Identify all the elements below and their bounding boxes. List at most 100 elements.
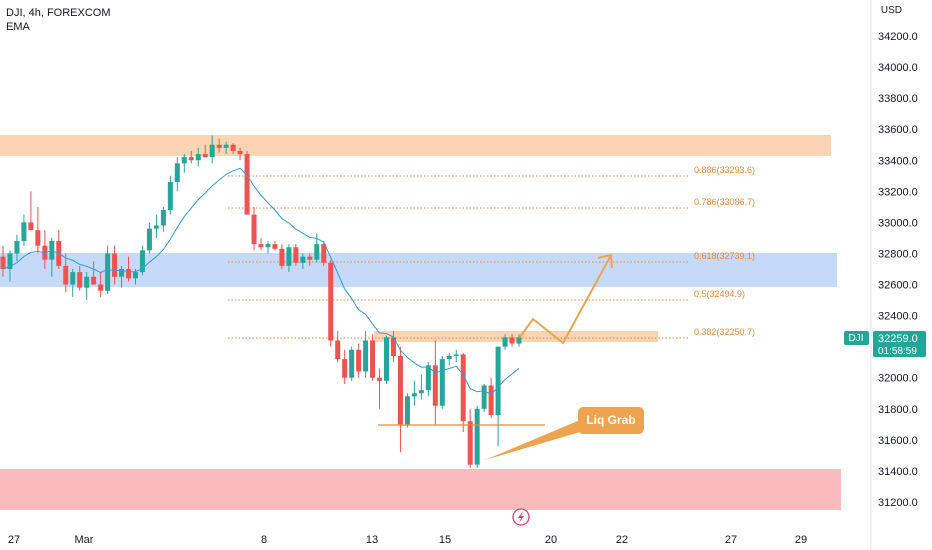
candle-body — [335, 340, 341, 360]
candle-body — [188, 157, 194, 161]
supply-zone-top — [0, 135, 831, 156]
candle-body — [132, 272, 138, 279]
price-tick-label: 33000.0 — [878, 217, 918, 229]
last-price-tag — [873, 331, 926, 357]
price-tick-label: 33600.0 — [878, 124, 918, 136]
price-tick-label: 31200.0 — [878, 497, 918, 509]
price-tick-label: 31400.0 — [878, 466, 918, 478]
date-tick-label: 8 — [261, 534, 267, 546]
candle-body — [91, 276, 97, 285]
candle-body — [70, 272, 76, 285]
candle-body — [146, 228, 152, 251]
projection-path — [519, 256, 611, 345]
price-tick-label: 32000.0 — [878, 373, 918, 385]
candle-body — [105, 253, 111, 291]
candle-body — [432, 365, 438, 406]
candle-body — [502, 337, 508, 347]
candle-body — [126, 269, 132, 279]
candle-body — [342, 359, 348, 378]
candle-body — [28, 222, 34, 231]
countdown-text: 01:58:59 — [878, 346, 917, 357]
candle-body — [153, 225, 159, 229]
fib-label-0886: 0.886(33293.6) — [694, 165, 755, 175]
candle-body — [160, 209, 166, 226]
date-tick-label: Mar — [75, 534, 94, 546]
fib-label-0786: 0.786(33086.7) — [694, 197, 755, 207]
candle-body — [209, 144, 215, 158]
candle-body — [328, 262, 334, 341]
candle-body — [286, 247, 292, 266]
date-tick-label: 20 — [545, 534, 557, 546]
price-tick-label: 31600.0 — [878, 435, 918, 447]
candle-body — [293, 247, 299, 263]
last-price-text: 32259.0 — [878, 333, 918, 345]
candle-body — [404, 396, 410, 425]
liq-grab-pointer — [485, 420, 580, 460]
candle-body — [300, 256, 306, 263]
candle-body — [49, 241, 55, 260]
candle-body — [397, 355, 403, 425]
candle-body — [98, 284, 104, 291]
candle-body — [119, 269, 125, 277]
candle-body — [453, 354, 459, 356]
candle-body — [272, 244, 278, 249]
candle-body — [21, 222, 27, 242]
candle-body — [84, 276, 90, 288]
candle-body — [195, 154, 201, 161]
candle-body — [516, 337, 522, 344]
candle-body — [439, 359, 445, 406]
liquidity-zone-orange — [374, 331, 658, 342]
candle-body — [481, 385, 487, 409]
candle-body — [139, 250, 145, 273]
candle-body — [425, 365, 431, 391]
candle-body — [495, 346, 501, 416]
candle-body — [474, 408, 480, 465]
candle-body — [223, 144, 229, 148]
candle-body — [279, 248, 285, 266]
date-tick-label: 13 — [366, 534, 378, 546]
candle-body — [460, 354, 466, 422]
candle-body — [418, 390, 424, 394]
fib-label-05: 0.5(32494.9) — [694, 289, 745, 299]
price-tick-label: 34000.0 — [878, 62, 918, 74]
ema-line — [2, 167, 520, 396]
candle-body — [377, 377, 383, 381]
candle-body — [202, 154, 208, 158]
price-axis-ticks: 34200.0 34000.0 33800.0 33600.0 33400.0 33200… — [878, 31, 918, 509]
candle-body — [77, 272, 83, 288]
candle-body — [230, 144, 236, 151]
candlestick-series — [0, 135, 522, 468]
candle-body — [411, 393, 417, 397]
candle-body — [181, 157, 187, 164]
chart-title: DJI, 4h, FOREXCOM — [6, 7, 111, 19]
fib-label-0382: 0.382(32250.7) — [694, 327, 755, 337]
candle-body — [314, 244, 320, 260]
candle-body — [384, 337, 390, 381]
price-tick-label: 32600.0 — [878, 280, 918, 292]
candle-body — [167, 182, 173, 210]
candle-body — [112, 253, 118, 277]
candle-body — [356, 349, 362, 372]
price-tick-label: 33400.0 — [878, 155, 918, 167]
symbol-tag — [844, 331, 869, 345]
date-tick-label: 27 — [725, 534, 737, 546]
price-tick-label: 32800.0 — [878, 248, 918, 260]
candle-body — [0, 256, 6, 269]
candle-body — [14, 241, 20, 254]
currency-label: USD — [880, 5, 902, 16]
projection-arrowhead — [597, 253, 613, 269]
fib-label-0618: 0.618(32739.1) — [694, 251, 755, 261]
date-tick-label: 29 — [795, 534, 807, 546]
price-tick-label: 33200.0 — [878, 186, 918, 198]
candle-body — [216, 144, 222, 148]
candle-body — [509, 337, 515, 344]
price-tick-label: 34200.0 — [878, 31, 918, 43]
candle-body — [251, 214, 257, 245]
indicator-label[interactable]: EMA — [6, 21, 30, 33]
candle-body — [370, 340, 376, 378]
candle-body — [446, 355, 452, 360]
candle-body — [237, 150, 243, 155]
candle-body — [63, 265, 69, 285]
